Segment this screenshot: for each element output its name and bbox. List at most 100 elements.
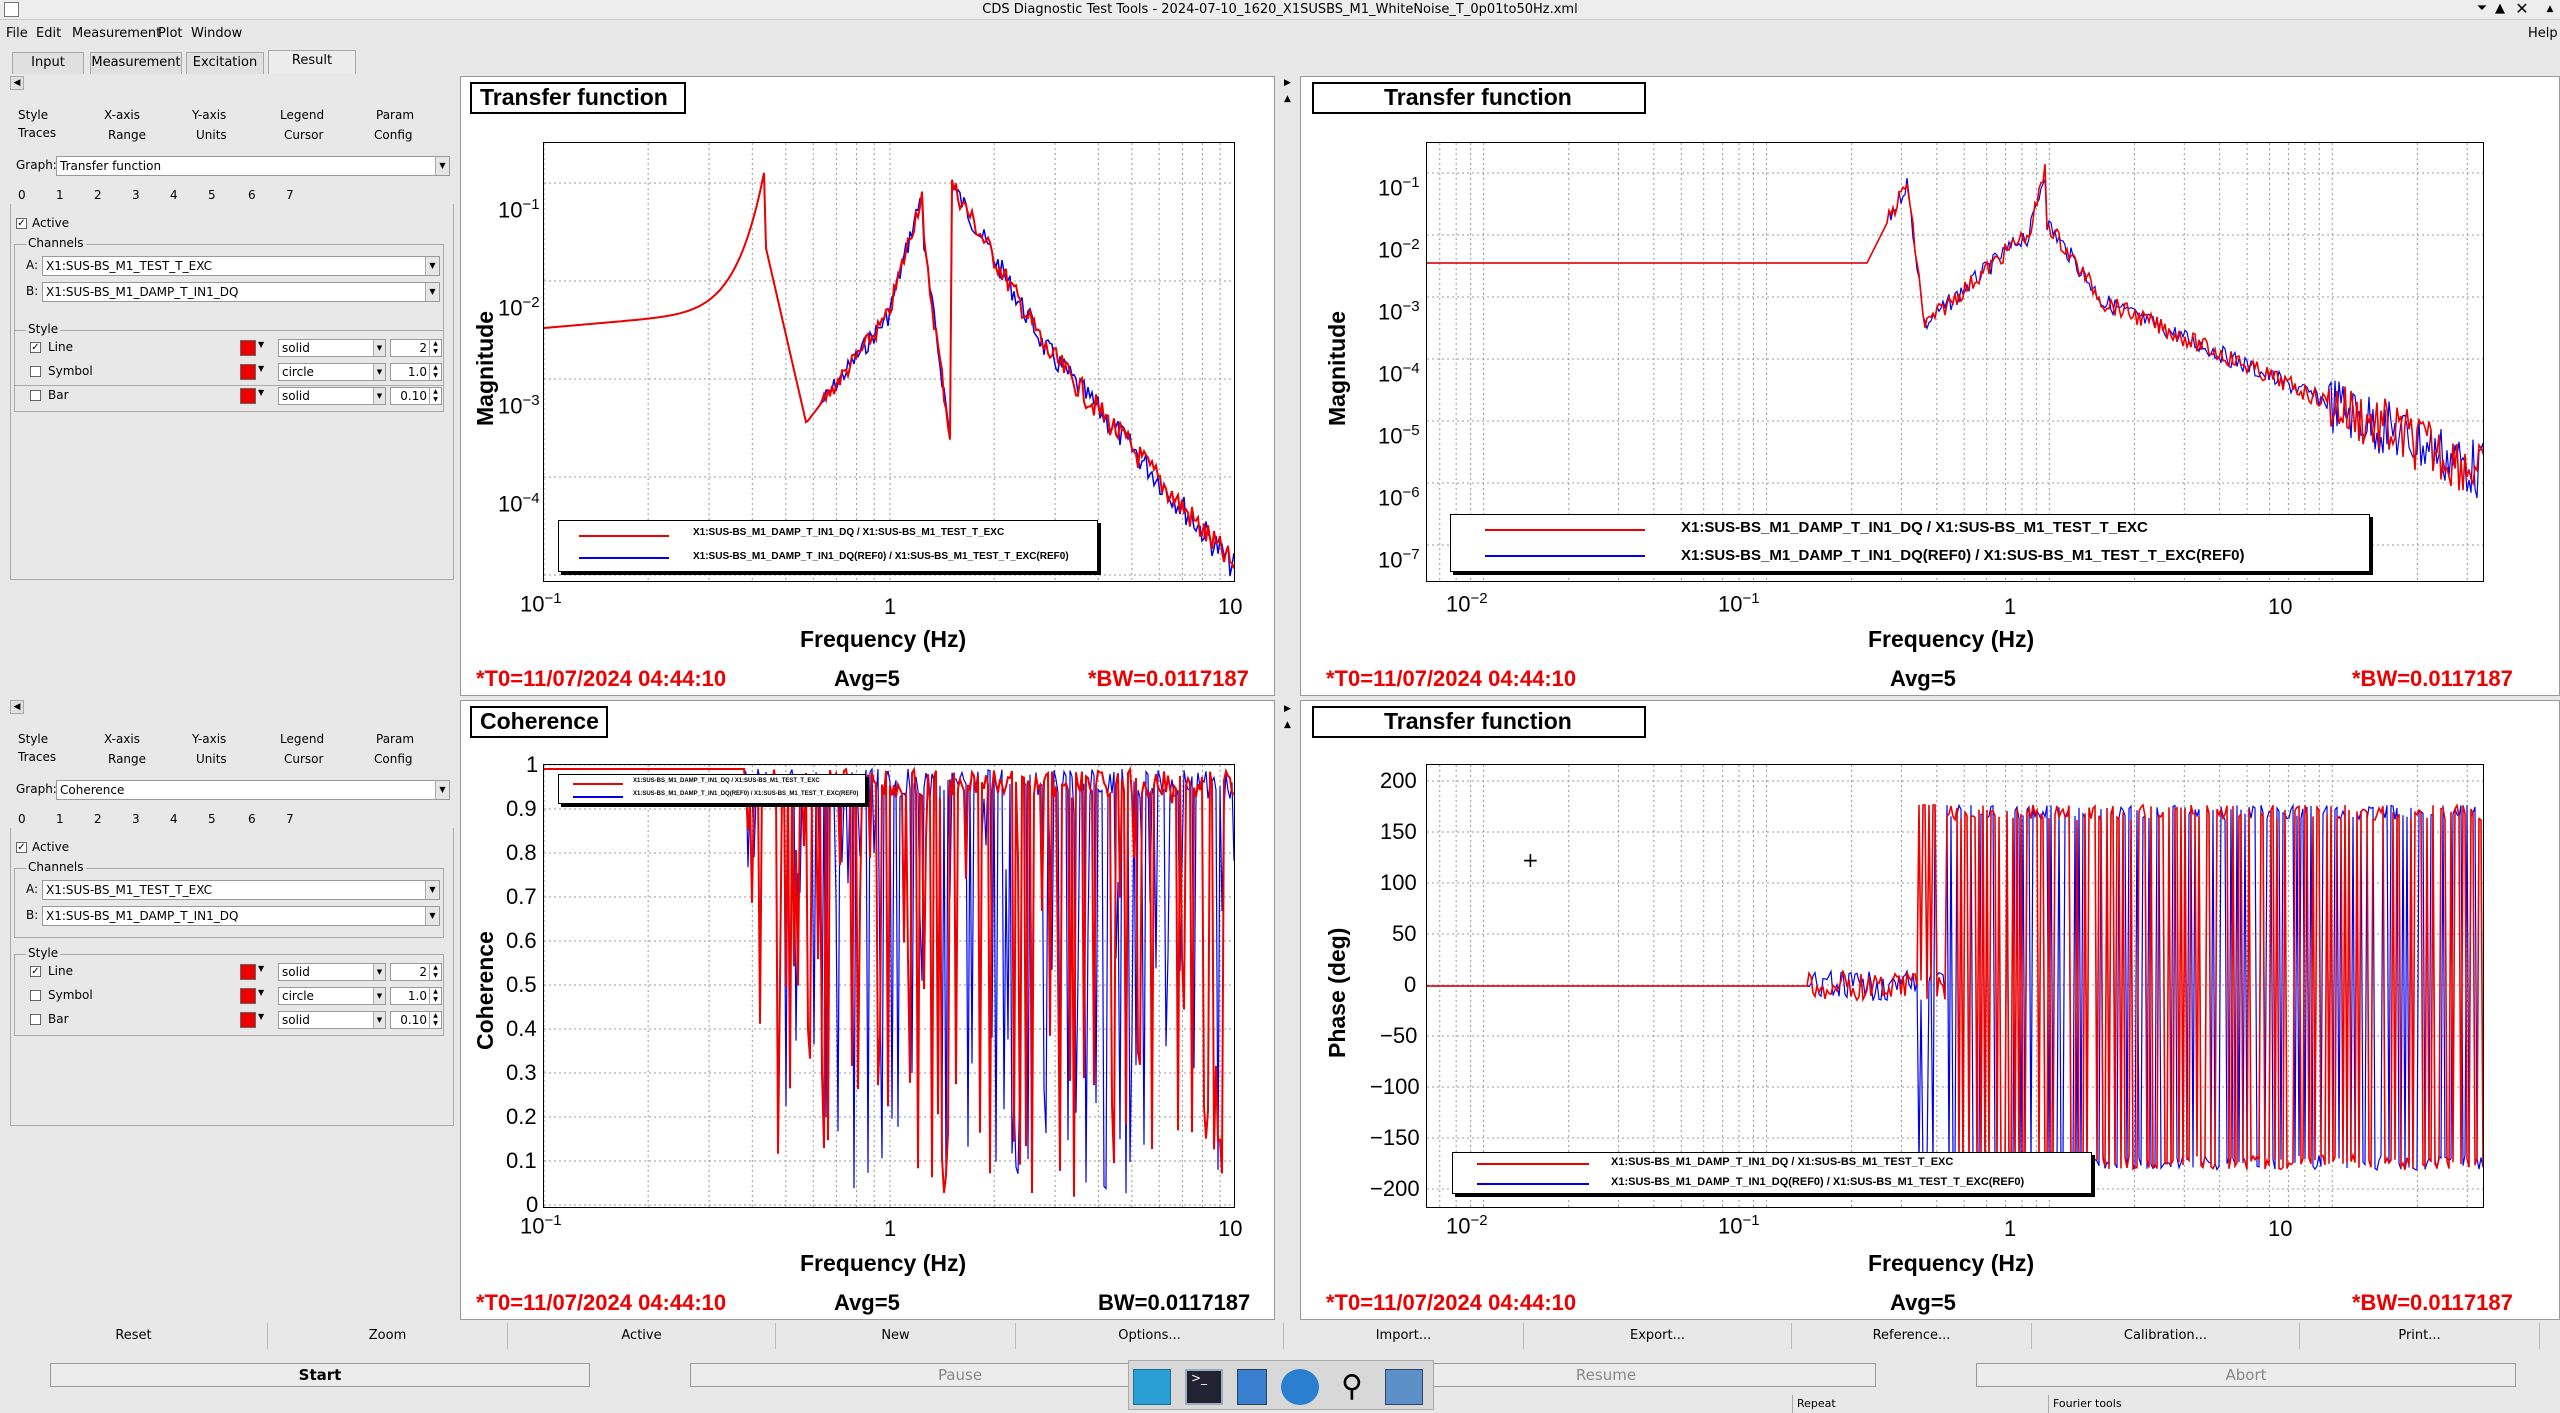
plot-area-3[interactable]	[543, 764, 1235, 1208]
tab-cursor[interactable]: Cursor	[284, 752, 324, 766]
symbol-color-swatch[interactable]	[240, 988, 256, 1004]
trace-tab-4[interactable]: 4	[170, 188, 178, 202]
close-icon[interactable]: ✕	[2515, 0, 2529, 18]
menu-help[interactable]: Help	[2528, 26, 2558, 41]
tab-measurement[interactable]: Measurement	[90, 52, 182, 74]
menu-plot[interactable]: Plot	[158, 26, 183, 41]
symbol-checkbox[interactable]	[30, 990, 41, 1001]
export-button[interactable]: Export...	[1524, 1323, 1792, 1349]
print-button[interactable]: Print...	[2300, 1323, 2540, 1349]
active-button[interactable]: Active	[508, 1323, 776, 1349]
tab-units[interactable]: Units	[196, 752, 227, 766]
reference-button[interactable]: Reference...	[1792, 1323, 2032, 1349]
chevron-down-icon[interactable]: ▼	[258, 1012, 265, 1021]
trace-tab-7[interactable]: 7	[286, 812, 294, 826]
scroll-right-icon[interactable]: ▶	[1284, 78, 1291, 88]
channel-b-select[interactable]: X1:SUS-BS_M1_DAMP_T_IN1_DQ ▼	[42, 906, 440, 926]
browser-globe-icon[interactable]	[1281, 1369, 1319, 1405]
trace-tab-3[interactable]: 3	[132, 812, 140, 826]
chevron-down-icon[interactable]: ▼	[258, 340, 265, 349]
chevron-down-icon[interactable]: ▼	[258, 364, 265, 373]
scroll-up-icon[interactable]: ▲	[1284, 720, 1291, 730]
zoom-button[interactable]: Zoom	[268, 1323, 508, 1349]
tab-config[interactable]: Config	[374, 752, 413, 766]
start-button[interactable]: Start	[50, 1363, 590, 1387]
tab-units[interactable]: Units	[196, 128, 227, 142]
symbol-size-spinner[interactable]: 1.0 ▲ ▼	[390, 987, 442, 1005]
tab-range[interactable]: Range	[108, 128, 147, 142]
chevron-down-icon[interactable]: ▼	[258, 988, 265, 997]
line-color-swatch[interactable]	[240, 340, 256, 356]
tab-traces[interactable]: Traces	[18, 126, 57, 140]
bar-style-select[interactable]: solid ▼	[278, 387, 386, 405]
trace-tab-2[interactable]: 2	[94, 188, 102, 202]
tab-range[interactable]: Range	[108, 752, 147, 766]
bar-checkbox[interactable]	[30, 1014, 41, 1025]
tab-traces[interactable]: Traces	[18, 750, 57, 764]
trace-tab-3[interactable]: 3	[132, 188, 140, 202]
line-style-select[interactable]: solid ▼	[278, 339, 386, 357]
bar-color-swatch[interactable]	[240, 388, 256, 404]
graph-select[interactable]: Transfer function ▼	[56, 156, 450, 176]
window-menu-icon[interactable]	[4, 2, 19, 17]
tab-result[interactable]: Result	[268, 50, 356, 74]
scroll-right-icon[interactable]: ▶	[1284, 704, 1291, 714]
trace-tab-2[interactable]: 2	[94, 812, 102, 826]
trace-tab-6[interactable]: 6	[248, 188, 256, 202]
bar-color-swatch[interactable]	[240, 1012, 256, 1028]
calibration-button[interactable]: Calibration...	[2032, 1323, 2300, 1349]
channel-a-select[interactable]: X1:SUS-BS_M1_TEST_T_EXC ▼	[42, 880, 440, 900]
tab-cursor[interactable]: Cursor	[284, 128, 324, 142]
pin-icon[interactable]: ▲	[2546, 4, 2554, 14]
new-button[interactable]: New	[776, 1323, 1016, 1349]
chevron-down-icon[interactable]: ▼	[258, 964, 265, 973]
symbol-style-select[interactable]: circle ▼	[278, 987, 386, 1005]
reset-button[interactable]: Reset	[0, 1323, 268, 1349]
bar-width-spinner[interactable]: 0.10 ▲ ▼	[390, 387, 442, 405]
trace-tab-1[interactable]: 1	[56, 812, 64, 826]
tab-legend[interactable]: Legend	[280, 108, 325, 122]
maximize-icon[interactable]: ▲	[2495, 1, 2505, 16]
tab-param[interactable]: Param	[376, 108, 415, 122]
symbol-color-swatch[interactable]	[240, 364, 256, 380]
chevron-down-icon[interactable]: ▼	[258, 388, 265, 397]
channel-a-select[interactable]: X1:SUS-BS_M1_TEST_T_EXC ▼	[42, 256, 440, 276]
tab-style[interactable]: Style	[18, 732, 49, 746]
abort-button[interactable]: Abort	[1976, 1363, 2516, 1387]
line-checkbox[interactable]: ✓	[30, 966, 41, 977]
plot-area-1[interactable]	[543, 142, 1235, 582]
line-width-spinner[interactable]: 2 ▲ ▼	[390, 339, 442, 357]
search-magnifier-icon[interactable]: ⚲	[1341, 1369, 1363, 1404]
plot-area-4[interactable]	[1426, 764, 2484, 1208]
text-editor-icon[interactable]	[1237, 1369, 1267, 1405]
terminal-window-icon[interactable]	[1133, 1369, 1171, 1405]
trace-tab-7[interactable]: 7	[286, 188, 294, 202]
trace-tab-5[interactable]: 5	[208, 188, 216, 202]
trace-tab-5[interactable]: 5	[208, 812, 216, 826]
tab-y-axis[interactable]: Y-axis	[192, 108, 227, 122]
plot-area-2[interactable]	[1426, 142, 2484, 582]
channel-b-select[interactable]: X1:SUS-BS_M1_DAMP_T_IN1_DQ ▼	[42, 282, 440, 302]
symbol-checkbox[interactable]	[30, 366, 41, 377]
menu-file[interactable]: File	[6, 26, 28, 41]
options-button[interactable]: Options...	[1016, 1323, 1284, 1349]
scroll-left-icon[interactable]: ◀	[10, 76, 24, 90]
menu-measurement[interactable]: Measurement	[72, 26, 162, 41]
active-checkbox[interactable]: ✓	[16, 842, 27, 853]
import-button[interactable]: Import...	[1284, 1323, 1524, 1349]
tab-config[interactable]: Config	[374, 128, 413, 142]
tab-param[interactable]: Param	[376, 732, 415, 746]
tab-y-axis[interactable]: Y-axis	[192, 732, 227, 746]
menu-edit[interactable]: Edit	[36, 26, 62, 41]
trace-tab-6[interactable]: 6	[248, 812, 256, 826]
trace-tab-0[interactable]: 0	[18, 188, 26, 202]
symbol-style-select[interactable]: circle ▼	[278, 363, 386, 381]
tab-input[interactable]: Input	[12, 52, 84, 74]
line-checkbox[interactable]: ✓	[30, 342, 41, 353]
scroll-left-icon[interactable]: ◀	[10, 700, 24, 714]
line-style-select[interactable]: solid ▼	[278, 963, 386, 981]
active-checkbox[interactable]: ✓	[16, 218, 27, 229]
line-color-swatch[interactable]	[240, 964, 256, 980]
bar-style-select[interactable]: solid ▼	[278, 1011, 386, 1029]
trace-tab-4[interactable]: 4	[170, 812, 178, 826]
